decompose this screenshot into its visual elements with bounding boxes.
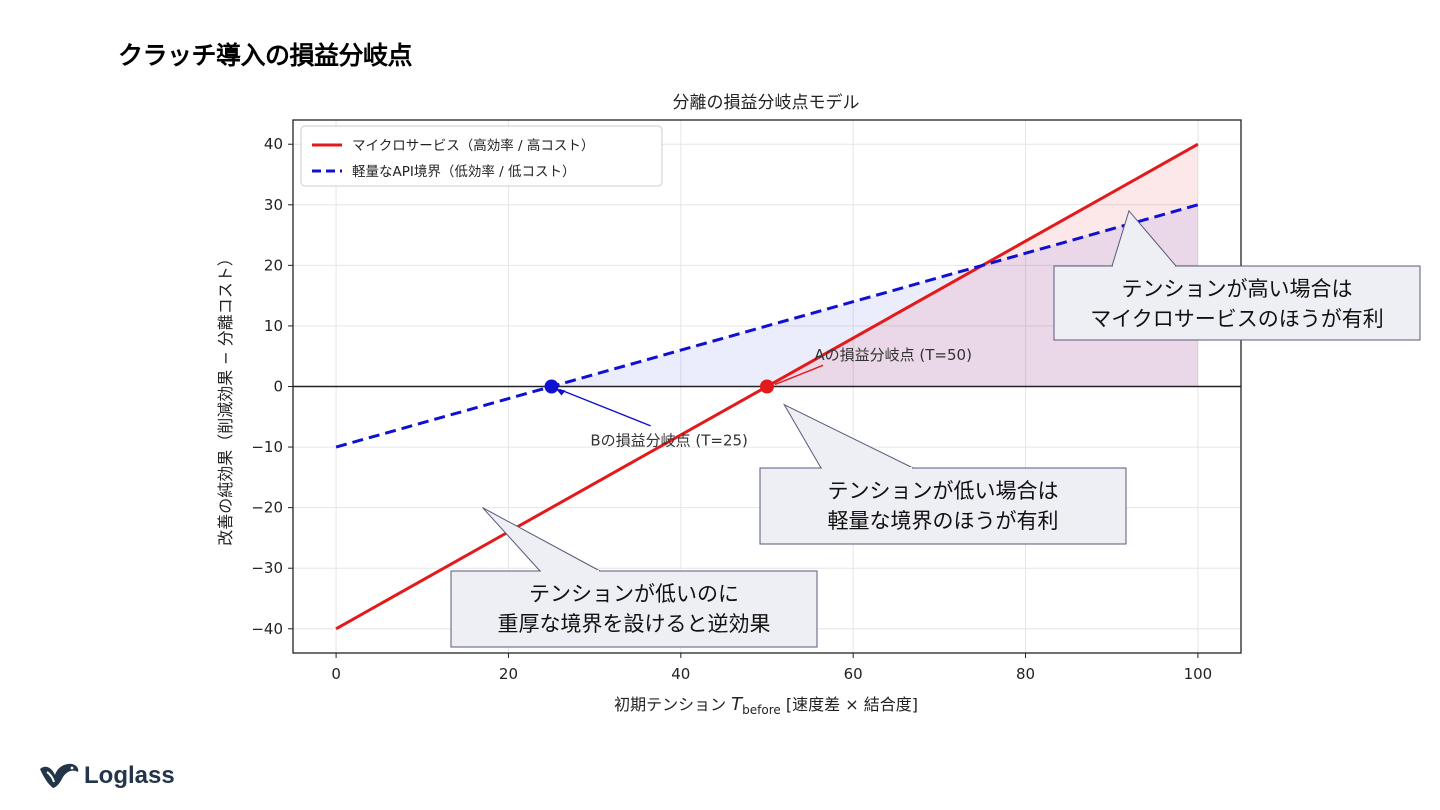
logo-text: Loglass bbox=[84, 762, 175, 789]
breakeven-b-arrowhead bbox=[555, 388, 566, 396]
breakeven-a-pointer bbox=[774, 364, 824, 386]
x-axis-label: 初期テンション Tbefore [速度差 × 結合度] bbox=[614, 694, 918, 717]
y-tick-label: 10 bbox=[264, 317, 283, 335]
y-tick-label: −20 bbox=[251, 499, 283, 517]
callout-box bbox=[1053, 265, 1421, 341]
callout-tail bbox=[782, 403, 914, 469]
x-tick-label: 60 bbox=[844, 665, 863, 683]
callout-text: 重厚な境界を設けると逆効果 bbox=[498, 612, 771, 636]
callout-text: 軽量な境界のほうが有利 bbox=[828, 509, 1059, 533]
y-tick-label: −10 bbox=[251, 438, 283, 456]
y-tick-label: 40 bbox=[264, 135, 283, 153]
chart-title: 分離の損益分岐点モデル bbox=[673, 92, 860, 113]
x-tick-label: 0 bbox=[331, 665, 341, 683]
callout-text: テンションが低いのに bbox=[529, 582, 739, 606]
slide-title: クラッチ導入の損益分岐点 bbox=[118, 41, 413, 70]
callout-layer: テンションが高い場合はマイクロサービスのほうが有利テンションが低い場合は軽量な境… bbox=[450, 209, 1421, 648]
loglass-bird-icon bbox=[40, 763, 79, 788]
callout-text: マイクロサービスのほうが有利 bbox=[1090, 307, 1384, 331]
marker-layer: Aの損益分岐点 (T=50) Bの損益分岐点 (T=25) bbox=[544, 346, 972, 449]
x-axis-label-main: 初期テンション bbox=[614, 695, 731, 714]
breakeven-b-pointer bbox=[559, 388, 651, 427]
x-tick-label: 20 bbox=[499, 665, 518, 683]
y-axis-label: 改善の純効果（削減効果 − 分離コスト） bbox=[216, 250, 235, 546]
y-tick-label: 30 bbox=[264, 196, 283, 214]
series-line-api-boundary bbox=[335, 203, 1199, 449]
x-tick-label: 80 bbox=[1016, 665, 1035, 683]
callout-text: テンションが高い場合は bbox=[1122, 277, 1353, 301]
y-tick-label: 0 bbox=[273, 378, 283, 396]
breakeven-point-a bbox=[760, 379, 774, 394]
x-tick-label: 40 bbox=[671, 665, 690, 683]
logo: Loglass bbox=[38, 760, 175, 792]
x-axis-label-symbol: T bbox=[731, 694, 744, 715]
y-tick-label: −40 bbox=[251, 620, 283, 638]
axis-layer: 0 20 40 60 80 100 −40 −30 −20 −10 0 10 20 30 40 bbox=[251, 119, 1242, 683]
x-axis-label-unit: [速度差 × 結合度] bbox=[781, 695, 918, 714]
legend-entry: 軽量なAPI境界（低効率 / 低コスト） bbox=[352, 163, 576, 180]
breakeven-point-b bbox=[544, 379, 559, 394]
x-axis-label-subscript: before bbox=[742, 703, 781, 717]
x-tick-label: 100 bbox=[1184, 665, 1213, 683]
y-tick-label: 20 bbox=[264, 256, 283, 274]
callout-box bbox=[759, 467, 1127, 545]
callout-text: テンションが低い場合は bbox=[828, 479, 1059, 503]
legend-entry: マイクロサービス（高効率 / 高コスト） bbox=[352, 137, 594, 154]
callout-tail bbox=[482, 507, 601, 572]
y-tick-label: −30 bbox=[251, 559, 283, 577]
breakeven-a-label: Aの損益分岐点 (T=50) bbox=[814, 346, 972, 364]
legend-box bbox=[300, 125, 663, 187]
legend: マイクロサービス（高効率 / 高コスト） 軽量なAPI境界（低効率 / 低コスト） bbox=[300, 125, 663, 187]
callout-box bbox=[450, 570, 818, 648]
breakeven-b-label: Bの損益分岐点 (T=25) bbox=[590, 431, 748, 449]
